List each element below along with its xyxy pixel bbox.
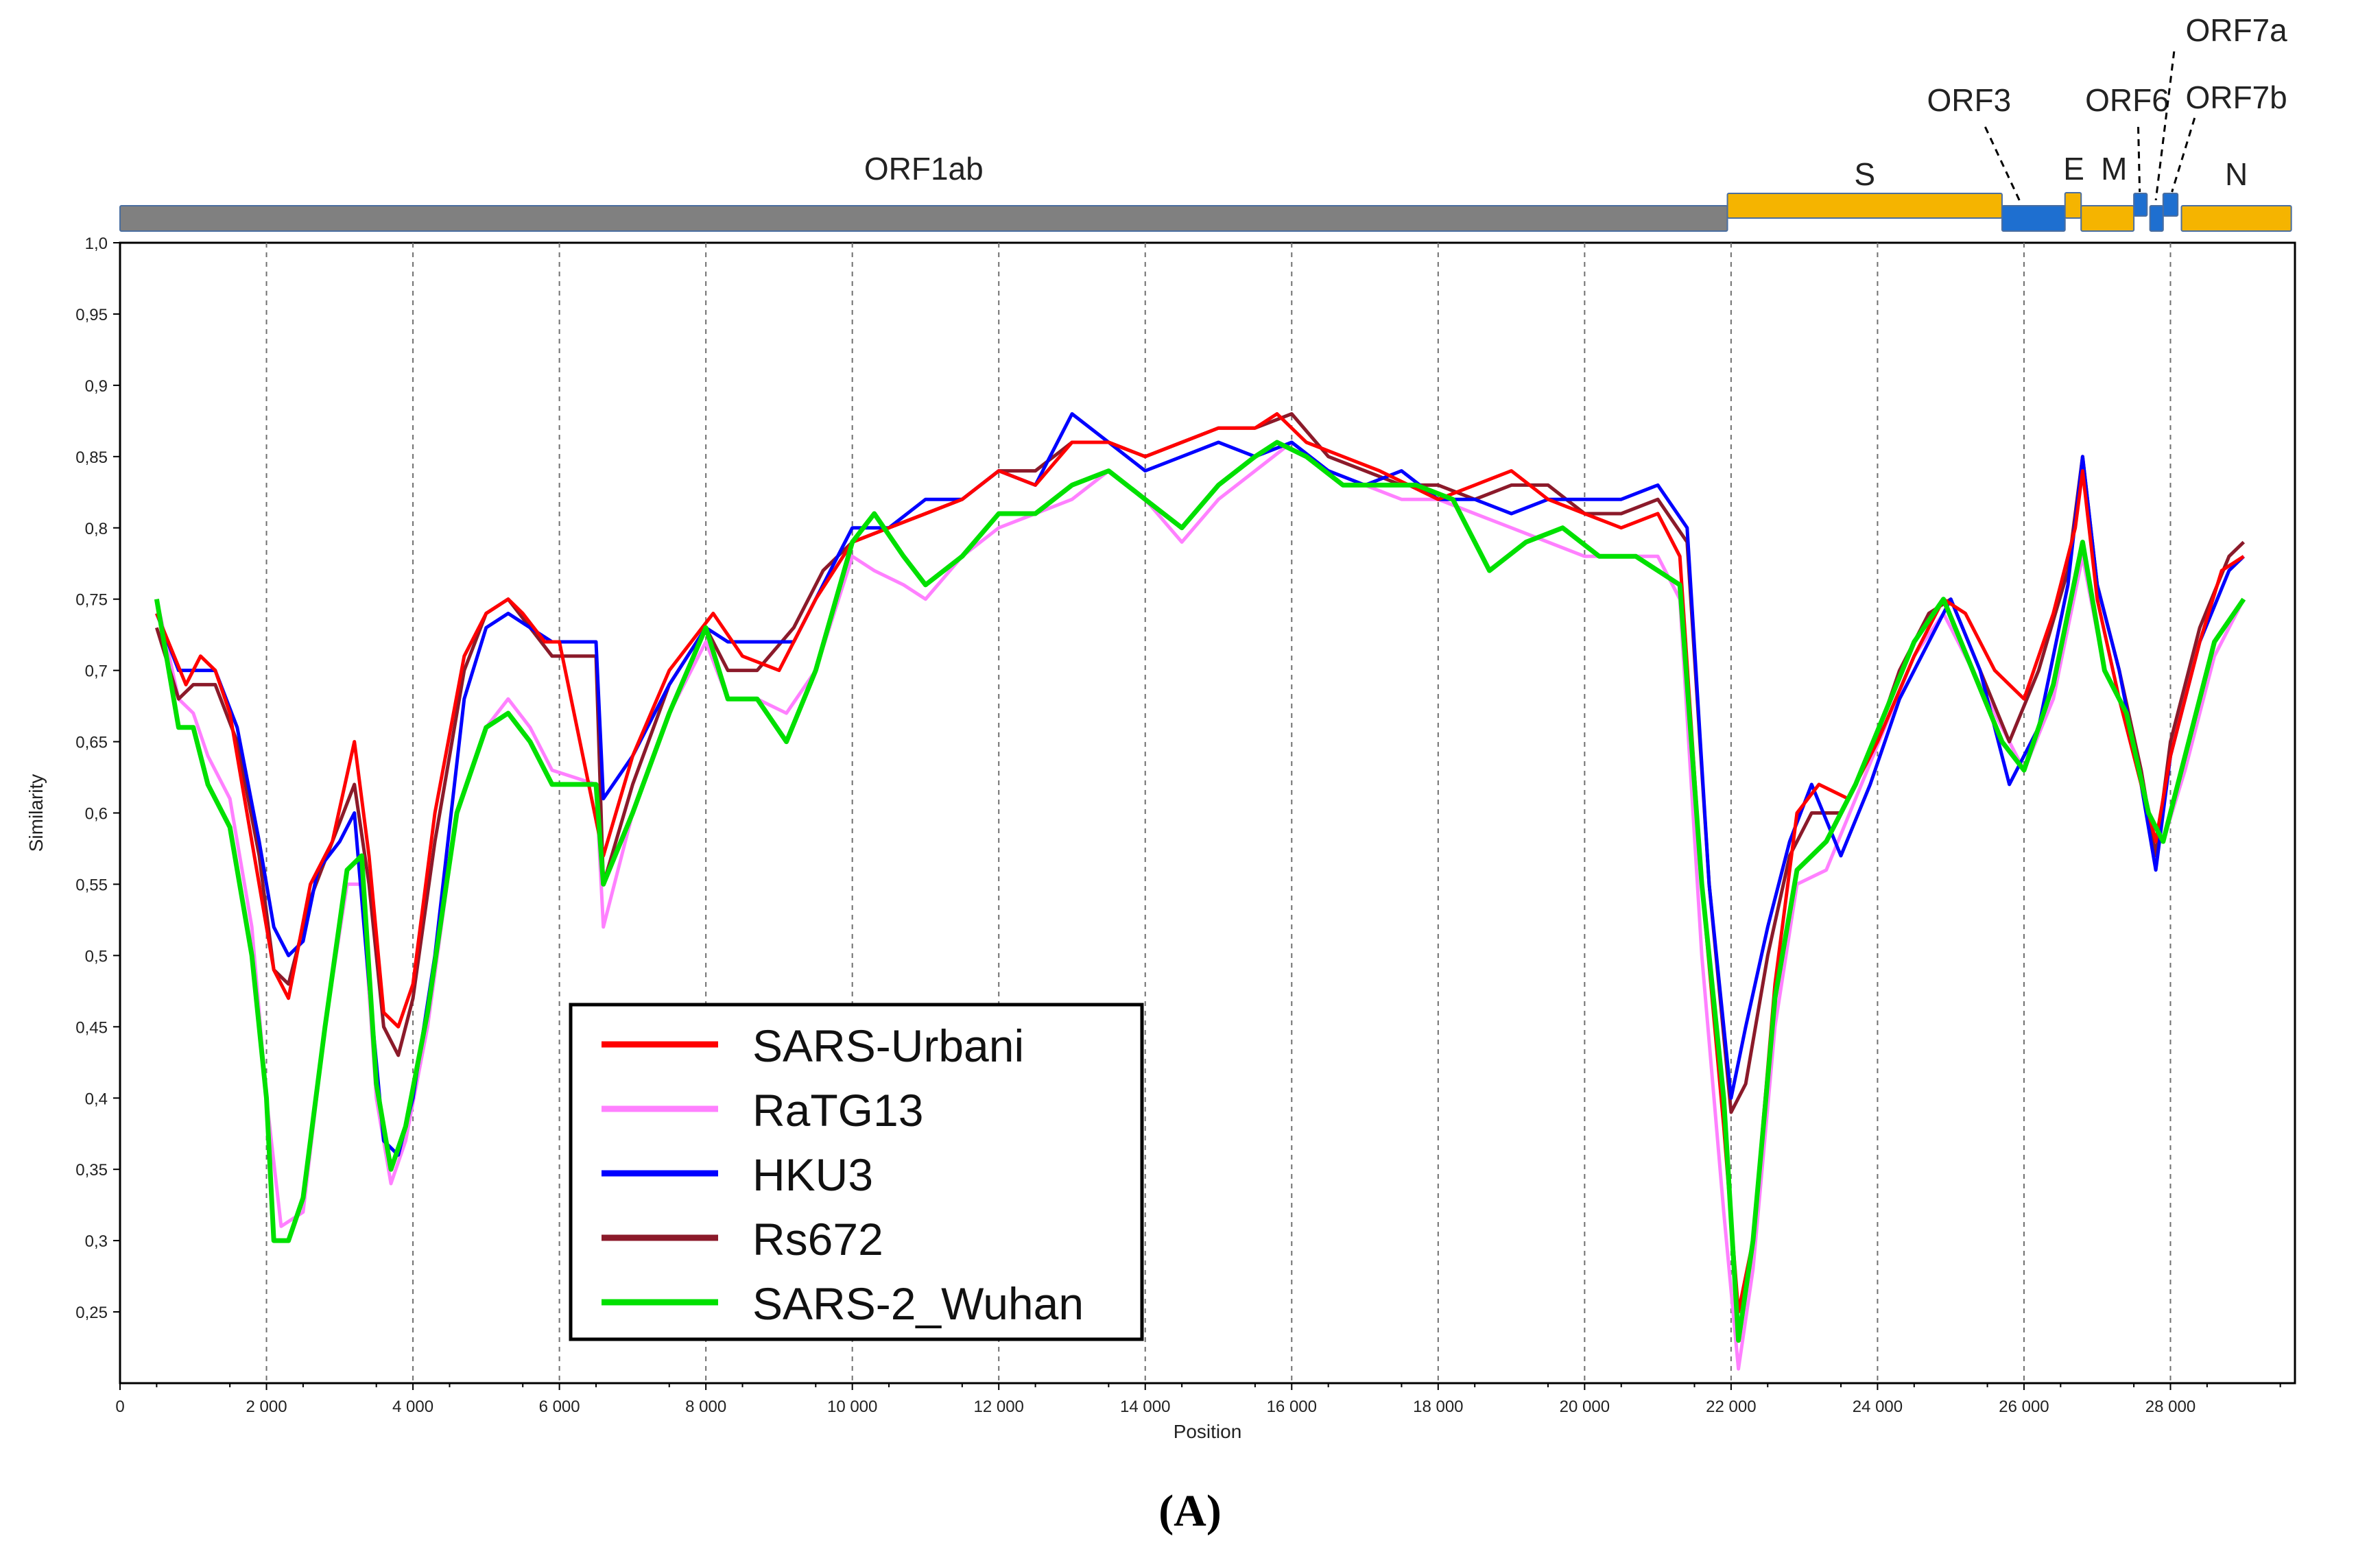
legend-label: HKU3: [752, 1149, 873, 1200]
gene-leader-line: [2137, 126, 2141, 193]
gene-bar-orf7a: [2149, 205, 2164, 232]
legend: SARS-Urbani RaTG13 HKU3 Rs672 SARS-2_Wuhan: [569, 1003, 1144, 1341]
legend-label: SARS-Urbani: [752, 1020, 1024, 1071]
gene-leader-line: [2171, 117, 2196, 193]
genome-map: ORF1ab S ORF3 E M ORF6 ORF7a ORF7b N: [119, 12, 2292, 232]
gene-bar-orf3: [2001, 205, 2066, 232]
gene-label-orf3: ORF3: [1927, 82, 2012, 118]
series-line-sars-urbani: [155, 412, 2245, 1314]
y-tick-label: 0,7: [85, 662, 108, 681]
x-tick-label: 24 000: [1853, 1398, 1903, 1416]
x-axis-title: Position: [1174, 1421, 1242, 1442]
gene-label-s: S: [1854, 156, 1875, 192]
gene-label-e: E: [2063, 151, 2084, 187]
y-tick-label: 0,3: [85, 1232, 108, 1251]
y-tick-label: 0,4: [85, 1090, 108, 1108]
gene-bar-orf7b: [2162, 193, 2179, 217]
gene-bar-orf1ab: [119, 205, 1728, 232]
y-tick-label: 0,25: [75, 1304, 108, 1322]
gene-bar-n: [2180, 205, 2292, 232]
y-axis-title: Similarity: [25, 774, 47, 852]
x-tick-label: 18 000: [1413, 1398, 1463, 1416]
legend-box: [569, 1003, 1144, 1341]
x-tick-label: 4 000: [392, 1398, 433, 1416]
x-tick-label: 0: [115, 1398, 124, 1416]
y-tick-label: 0,75: [75, 591, 108, 610]
x-tick-label: 6 000: [539, 1398, 580, 1416]
gene-bar-orf6: [2133, 193, 2148, 217]
x-axis-ticks: 0 2 000 4 000 6 000 8 000 10 000 12 000 14 000 1…: [115, 1383, 2281, 1416]
gene-leader-line: [1984, 126, 2021, 203]
y-tick-label: 0,55: [75, 876, 108, 894]
x-tick-label: 2 000: [246, 1398, 287, 1416]
gene-bar-e: [2064, 192, 2082, 219]
y-tick-label: 0,5: [85, 947, 108, 966]
plot-area-frame: [119, 241, 2296, 1385]
x-tick-label: 20 000: [1560, 1398, 1610, 1416]
x-tick-label: 26 000: [1999, 1398, 2049, 1416]
panel-label: (A): [1158, 1486, 1222, 1536]
x-tick-label: 22 000: [1706, 1398, 1756, 1416]
gene-label-orf1ab: ORF1ab: [864, 151, 984, 187]
y-tick-label: 0,9: [85, 377, 108, 396]
legend-label: SARS-2_Wuhan: [752, 1278, 1084, 1329]
x-tick-label: 8 000: [685, 1398, 726, 1416]
y-tick-label: 0,6: [85, 805, 108, 824]
x-tick-label: 14 000: [1120, 1398, 1170, 1416]
legend-label: Rs672: [752, 1214, 883, 1265]
gene-label-orf7a: ORF7a: [2185, 12, 2287, 48]
y-tick-label: 0,35: [75, 1161, 108, 1179]
y-tick-label: 0,45: [75, 1018, 108, 1037]
y-tick-label: 0,95: [75, 306, 108, 324]
x-tick-label: 28 000: [2145, 1398, 2195, 1416]
x-tick-label: 12 000: [974, 1398, 1024, 1416]
gene-bar-m: [2080, 205, 2135, 232]
y-tick-label: 0,65: [75, 734, 108, 752]
gene-label-orf6: ORF6: [2085, 82, 2169, 118]
y-axis-ticks: 0,25 0,3 0,35 0,4 0,45 0,5 0,55 0,6 0,65 0,7 0,75 0…: [75, 235, 120, 1322]
gene-leader-line: [2154, 51, 2176, 201]
gene-bar-s: [1726, 193, 2003, 219]
legend-label: RaTG13: [752, 1085, 923, 1136]
gene-label-orf7b: ORF7b: [2185, 80, 2287, 115]
y-tick-label: 1,0: [85, 235, 108, 253]
similarity-series: [154, 412, 2246, 1371]
y-tick-label: 0,8: [85, 520, 108, 538]
series-line-sars-2-wuhan: [154, 440, 2246, 1343]
gene-label-m: M: [2101, 151, 2127, 187]
gene-label-n: N: [2225, 156, 2248, 192]
x-tick-label: 10 000: [827, 1398, 877, 1416]
y-tick-label: 0,85: [75, 448, 108, 467]
x-tick-label: 16 000: [1267, 1398, 1317, 1416]
